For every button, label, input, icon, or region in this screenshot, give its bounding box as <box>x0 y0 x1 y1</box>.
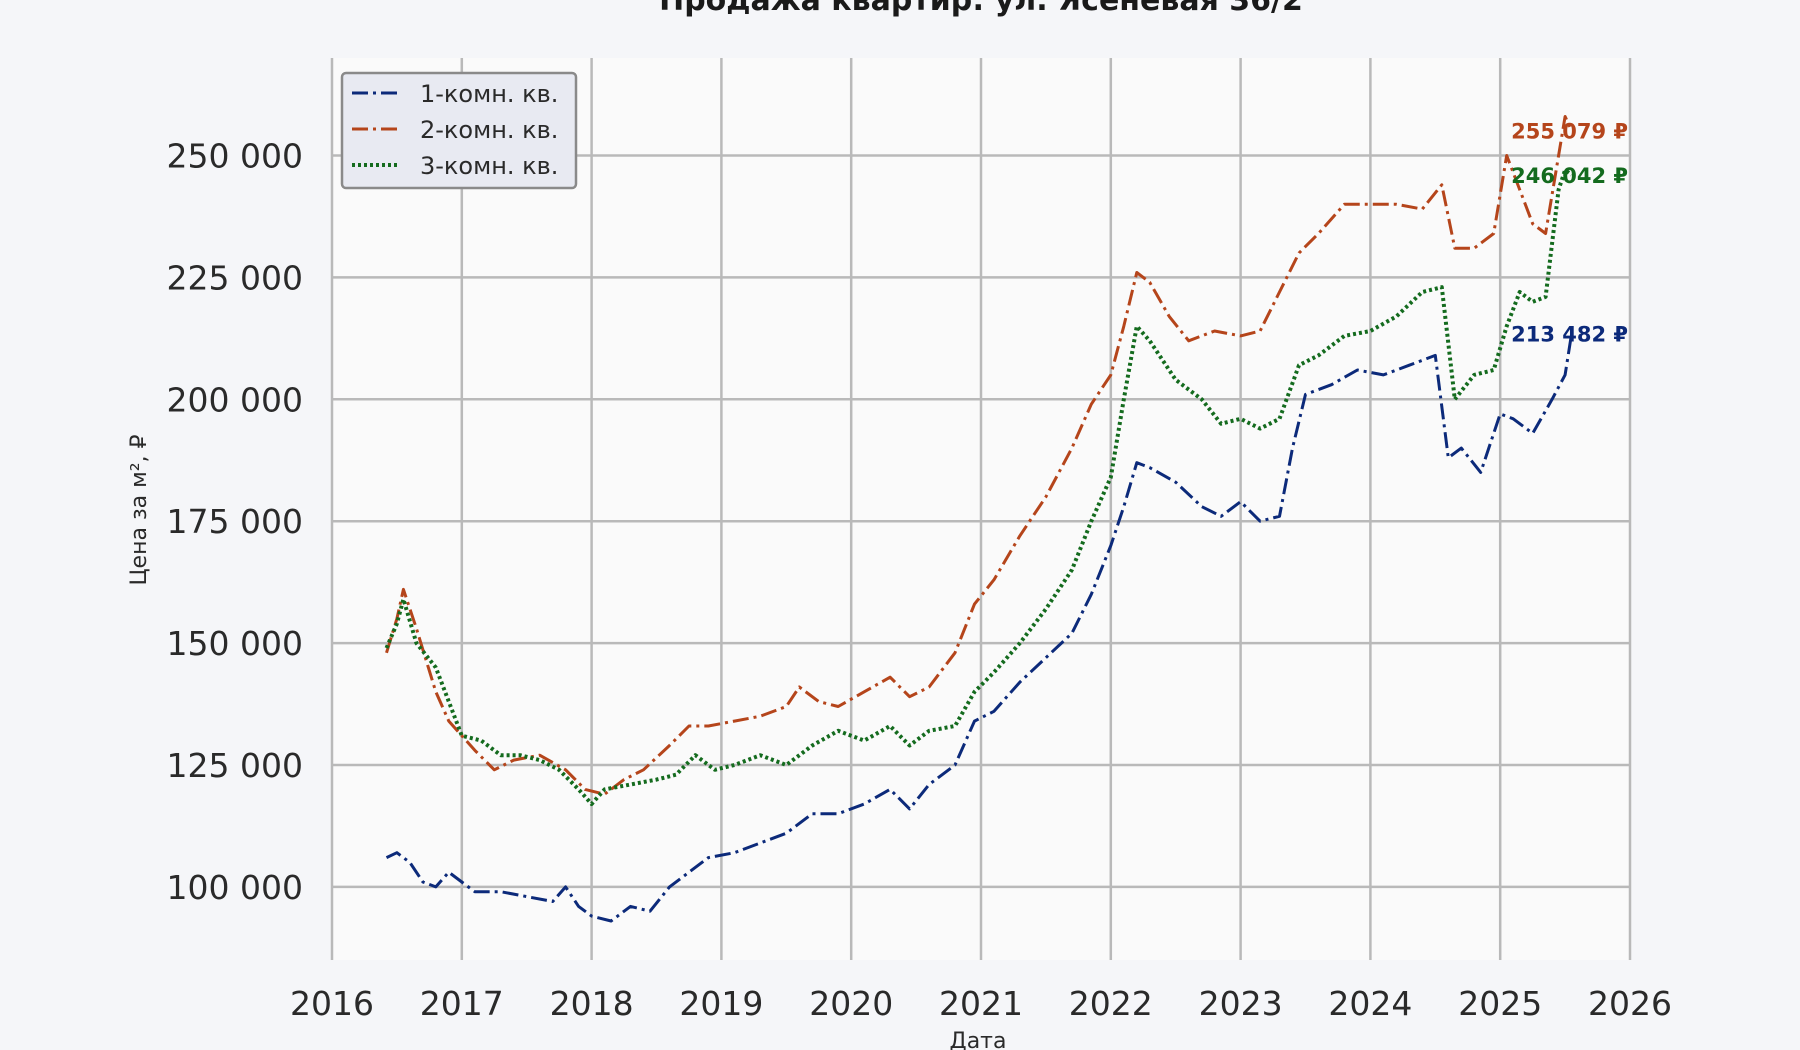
x-tick-label: 2018 <box>550 984 634 1023</box>
y-tick-label: 150 000 <box>167 624 303 663</box>
series-layer <box>384 115 1574 923</box>
chart-title: Продажа квартир: ул. Ясеневая 36/2 <box>659 0 1303 18</box>
series-line-3-room <box>384 168 1573 806</box>
x-tick-label: 2021 <box>939 984 1023 1023</box>
y-tick-label: 225 000 <box>167 258 303 297</box>
tick-labels: 2016 2017 2018 2019 2020 2021 2022 2023 2024 2025… <box>167 137 1672 1023</box>
x-tick-label: 2020 <box>809 984 893 1023</box>
legend-label: 3-комн. кв. <box>420 152 558 180</box>
grid <box>330 58 1632 960</box>
legend-label: 1-комн. кв. <box>420 80 558 108</box>
legend-label: 2-комн. кв. <box>420 116 558 144</box>
x-tick-label: 2019 <box>679 984 763 1023</box>
x-tick-label: 2026 <box>1588 984 1672 1023</box>
y-axis-label: Цена за м², ₽ <box>127 434 152 585</box>
end-value-label: 255 079 ₽ <box>1511 120 1628 144</box>
x-tick-label: 2017 <box>420 984 504 1023</box>
x-tick-label: 2024 <box>1328 984 1412 1023</box>
end-value-label: 246 042 ₽ <box>1511 164 1628 188</box>
y-tick-label: 250 000 <box>167 137 303 176</box>
y-tick-label: 100 000 <box>167 868 303 907</box>
end-labels: 213 482 ₽ 255 079 ₽ 246 042 ₽ <box>1511 120 1628 347</box>
x-tick-label: 2016 <box>290 984 374 1023</box>
x-tick-label: 2023 <box>1199 984 1283 1023</box>
x-axis-label: Дата <box>950 1029 1007 1050</box>
x-tick-label: 2022 <box>1069 984 1153 1023</box>
y-tick-label: 125 000 <box>167 746 303 785</box>
y-tick-label: 200 000 <box>167 380 303 419</box>
y-tick-label: 175 000 <box>167 502 303 541</box>
end-value-label: 213 482 ₽ <box>1511 323 1628 347</box>
x-tick-label: 2025 <box>1458 984 1542 1023</box>
legend-box <box>340 71 578 190</box>
legend: 1-комн. кв. 2-комн. кв. 3-комн. кв. <box>340 71 578 190</box>
series-line-1-room <box>385 333 1574 923</box>
